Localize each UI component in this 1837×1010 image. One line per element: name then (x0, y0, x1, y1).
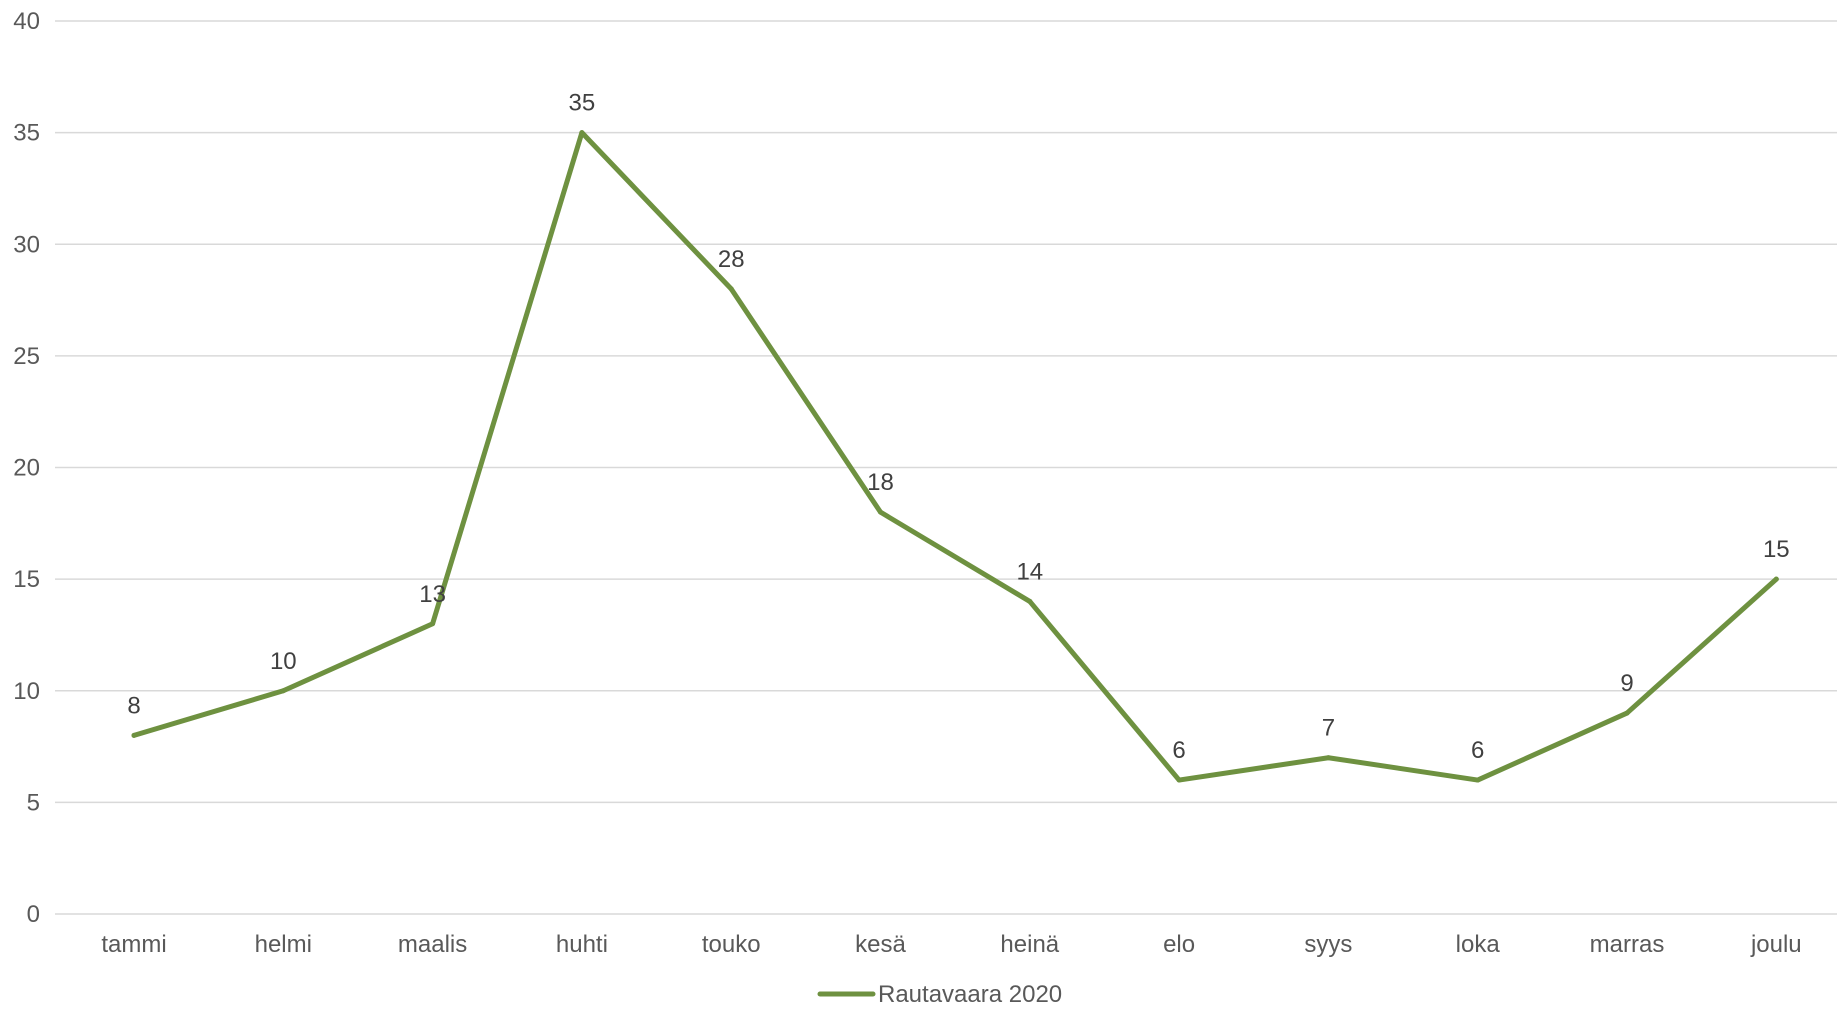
y-axis-tick-labels: 0 5 10 15 20 25 30 35 40 (13, 8, 40, 928)
data-point (1773, 576, 1779, 582)
data-label: 6 (1172, 737, 1185, 764)
data-point (878, 509, 883, 515)
legend-label: Rautavaara 2020 (878, 981, 1062, 1005)
data-point (430, 621, 436, 627)
y-tick-label: 15 (13, 566, 40, 593)
data-label: 35 (569, 90, 596, 117)
y-tick-label: 40 (13, 8, 40, 35)
series-line (131, 130, 1779, 783)
x-axis-tick-labels: tammi helmi maalis huhti touko kesä heinä elo sy… (101, 931, 1801, 958)
data-label: 13 (419, 581, 446, 608)
data-labels: 8 10 13 35 28 18 14 6 7 6 9 15 (127, 90, 1789, 764)
x-tick-label: elo (1163, 931, 1195, 958)
x-tick-label: heinä (1000, 931, 1059, 958)
x-tick-label: huhti (556, 931, 608, 958)
data-point (1475, 777, 1481, 783)
data-label: 14 (1016, 558, 1043, 585)
x-tick-label: syys (1304, 931, 1352, 958)
x-tick-label: loka (1456, 931, 1501, 958)
data-label: 7 (1322, 715, 1335, 742)
y-tick-label: 35 (13, 120, 40, 147)
data-point (728, 286, 734, 292)
data-label: 15 (1763, 536, 1790, 563)
data-point (280, 688, 286, 694)
y-tick-label: 20 (13, 455, 40, 482)
data-point (1027, 598, 1033, 604)
data-point (1624, 710, 1630, 716)
x-tick-label: helmi (255, 931, 312, 958)
legend: Rautavaara 2020 (817, 981, 1062, 1008)
data-point (1176, 777, 1182, 783)
data-label: 8 (127, 692, 140, 719)
y-tick-label: 10 (13, 678, 40, 705)
x-tick-label: joulu (1750, 931, 1802, 958)
gridlines (55, 20, 1837, 915)
data-point (131, 732, 137, 738)
data-label: 18 (867, 469, 894, 496)
y-tick-label: 30 (13, 231, 40, 258)
y-tick-label: 0 (27, 901, 40, 928)
data-label: 9 (1620, 670, 1633, 697)
x-tick-label: marras (1590, 931, 1665, 958)
x-tick-label: kesä (855, 931, 906, 958)
y-tick-label: 5 (27, 789, 40, 816)
data-point (1325, 755, 1331, 761)
x-tick-label: maalis (398, 931, 467, 958)
x-tick-label: touko (702, 931, 761, 958)
series-lines (131, 130, 1779, 783)
data-label: 28 (718, 246, 745, 273)
y-tick-label: 25 (13, 343, 40, 370)
data-point (579, 130, 585, 136)
x-tick-label: tammi (101, 931, 166, 958)
data-label: 10 (270, 648, 297, 675)
data-label: 6 (1471, 737, 1484, 764)
